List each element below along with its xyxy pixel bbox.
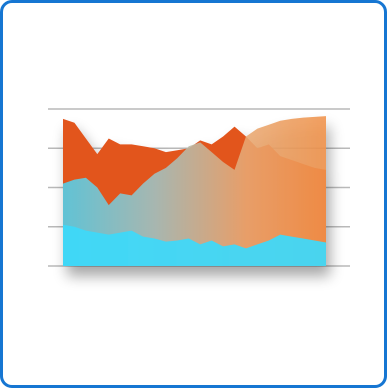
area-chart: [48, 108, 350, 267]
series-group: [63, 116, 326, 266]
area-series-2: [63, 116, 326, 266]
area-series-3: [63, 224, 326, 266]
